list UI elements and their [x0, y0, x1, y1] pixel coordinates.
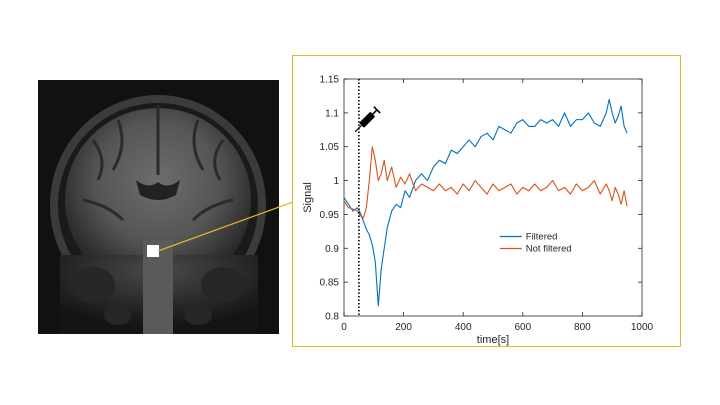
x-tick-label: 600: [514, 322, 531, 333]
x-tick-label: 1000: [631, 322, 654, 333]
y-tick-label: 1.15: [320, 75, 340, 86]
y-tick-label: 0.85: [320, 278, 340, 289]
y-tick-label: 0.95: [320, 210, 340, 221]
x-tick-label: 400: [455, 322, 472, 333]
legend-label: Filtered: [526, 231, 558, 242]
y-tick-label: 0.9: [325, 244, 339, 255]
series-line-not-filtered: [343, 146, 628, 219]
plot-area: [343, 78, 643, 317]
mri-brain-image: [38, 80, 279, 334]
y-tick-label: 0.8: [325, 312, 339, 323]
x-tick-label: 200: [395, 322, 412, 333]
y-tick-label: 1.1: [325, 108, 339, 119]
x-tick-label: 0: [341, 322, 347, 333]
y-tick-label: 1.05: [320, 142, 340, 153]
y-axis-label: Signal: [302, 182, 314, 213]
series-line-filtered: [343, 98, 628, 307]
roi-marker-icon: [147, 245, 159, 257]
x-axis-ticks: 0 200 400 600 800 1000: [341, 79, 654, 333]
chart-panel: 0.8 0.85 0.9 0.95 1 1.05 1.1 1.15 0 200 400 600 800…: [292, 55, 681, 347]
y-axis-ticks: 0.8 0.85 0.9 0.95 1 1.05 1.1 1.15: [320, 75, 642, 323]
syringe-icon: [354, 106, 381, 133]
signal-time-chart: 0.8 0.85 0.9 0.95 1 1.05 1.1 1.15 0 200 400 600 800…: [302, 75, 654, 347]
axes-box: [343, 78, 643, 317]
x-axis-label: time[s]: [477, 334, 509, 346]
x-tick-label: 800: [574, 322, 591, 333]
y-tick-label: 1: [333, 176, 339, 187]
legend-label: Not filtered: [526, 243, 572, 254]
